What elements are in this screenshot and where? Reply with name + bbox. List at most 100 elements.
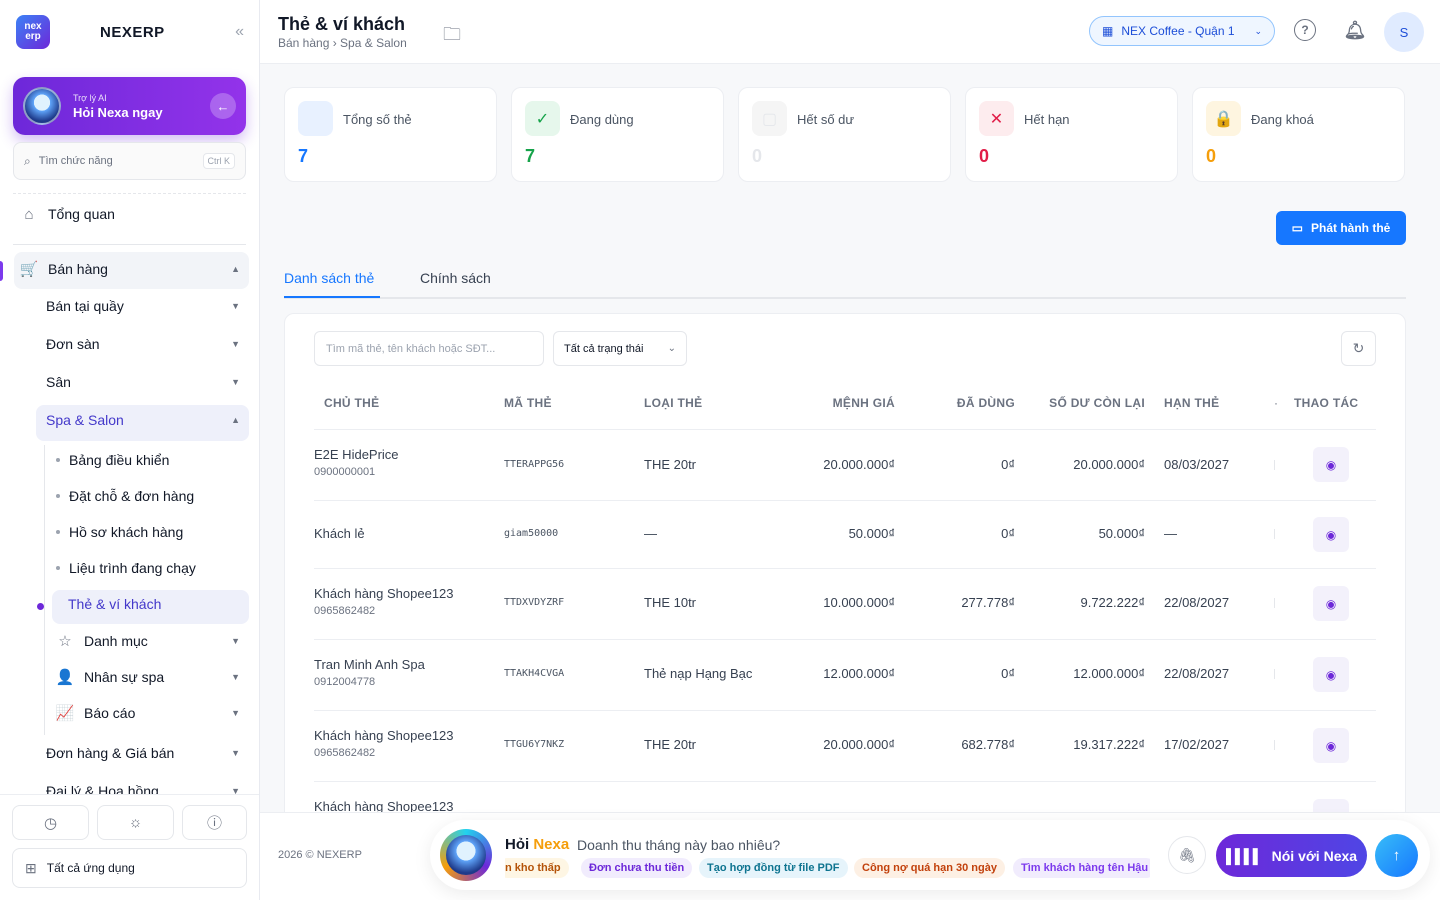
function-search-input[interactable]: ⌕ Tìm chức năng Ctrl K	[13, 142, 246, 180]
help-icon[interactable]: ?	[1294, 19, 1316, 41]
suggestion-chip[interactable]: Tạo hợp đồng từ file PDF	[699, 858, 848, 878]
view-button[interactable]: ◉	[1313, 586, 1349, 621]
stat-card-total: Tổng số thẻ 7	[284, 87, 497, 182]
card-search-input[interactable]: Tìm mã thẻ, tên khách hoặc SĐT...	[314, 331, 544, 366]
column-header-used[interactable]: ĐÃ DÙNG	[956, 396, 1015, 410]
column-header-value[interactable]: MỆNH GIÁ	[832, 396, 895, 410]
sidebar-item-lieu-trinh[interactable]: Liệu trình đang chạy	[56, 560, 196, 576]
avatar[interactable]: S	[1384, 12, 1424, 52]
stat-card-no-balance: ▢ Hết số dư 0	[738, 87, 951, 182]
column-header-type[interactable]: LOẠI THẺ	[644, 396, 703, 410]
card-value: 10.000.000₫	[823, 595, 895, 610]
suggestion-chip[interactable]: Tìm khách hàng tên Hậu	[1013, 858, 1150, 878]
column-header-code[interactable]: MÃ THẺ	[504, 396, 552, 410]
sidebar-item-label: Spa & Salon	[46, 412, 124, 428]
sidebar-item-the-vi-khach[interactable]: Thẻ & ví khách	[68, 596, 161, 612]
sidebar-item-ban-tai-quay[interactable]: Bán tại quầy ▼	[46, 298, 250, 314]
card-code: TTGU6Y7NKZ	[504, 739, 565, 750]
sidebar-item-label: Hồ sơ khách hàng	[69, 524, 184, 540]
stat-label: Tổng số thẻ	[343, 112, 412, 127]
chevron-down-icon: ▼	[231, 339, 240, 349]
card-code: TTERAPPG56	[504, 459, 565, 470]
tab-card-list[interactable]: Danh sách thẻ	[284, 270, 375, 286]
stat-card-locked: 🔒 Đang khoá 0	[1192, 87, 1405, 182]
sidebar-item-nhan-su-spa[interactable]: 👤 Nhân sự spa ▼	[56, 668, 250, 686]
bullet-icon	[56, 458, 60, 462]
refresh-button[interactable]: ↻	[1341, 331, 1376, 366]
clock-icon: ◷	[43, 814, 58, 832]
sidebar-item-label: Nhân sự spa	[84, 669, 165, 685]
arrow-left-icon[interactable]: ←	[210, 93, 236, 119]
theme-button[interactable]: ☼	[97, 805, 174, 840]
store-selector[interactable]: ▦ NEX Coffee - Quận 1 ⌄	[1089, 16, 1275, 46]
nexerp-logo[interactable]: nex erp	[16, 15, 50, 49]
talk-label: Nói với Nexa	[1271, 847, 1358, 864]
sidebar-item-ho-so-khach-hang[interactable]: Hồ sơ khách hàng	[56, 524, 183, 540]
tab-policy[interactable]: Chính sách	[420, 270, 491, 286]
sun-icon: ☼	[128, 814, 143, 831]
chevron-down-icon: ▼	[231, 748, 240, 758]
sidebar-item-ban-hang[interactable]: 🛒 Bán hàng ▲	[20, 260, 250, 278]
card-search-placeholder: Tìm mã thẻ, tên khách hoặc SĐT...	[326, 342, 496, 355]
apps-grid-icon: ⊞	[25, 859, 37, 876]
card-used: 682.778₫	[961, 737, 1015, 752]
chart-line-icon: 📈	[55, 705, 75, 722]
sidebar-item-bang-dieu-khien[interactable]: Bảng điều khiển	[56, 452, 169, 468]
bell-icon[interactable]: 🔔︎	[1343, 19, 1367, 40]
owner-phone: 0965862482	[314, 747, 376, 759]
ask-nexa-card[interactable]: Trợ lý AI Hỏi Nexa ngay ←	[13, 77, 246, 135]
all-apps-button[interactable]: ⊞ Tất cả ứng dụng	[12, 848, 247, 888]
suggestion-chip[interactable]: n kho thấp	[505, 858, 569, 878]
card-expiry: 22/08/2027	[1164, 595, 1230, 610]
column-header-owner[interactable]: CHỦ THẺ	[324, 396, 380, 410]
x-circle-icon: ✕	[979, 101, 1014, 136]
suggestion-chips: n kho thấp Đơn chưa thu tiền Tạo hợp đồn…	[505, 858, 1150, 880]
view-button[interactable]: ◉	[1313, 728, 1349, 763]
suggestion-chip[interactable]: Công nợ quá hạn 30 ngày	[854, 858, 1005, 878]
sidebar-item-san[interactable]: Sân ▼	[46, 374, 250, 390]
chevron-down-icon: ⌄	[1254, 25, 1262, 36]
chevron-down-icon: ▼	[231, 708, 240, 718]
chat-prompt-input[interactable]: Doanh thu tháng này bao nhiêu?	[577, 837, 781, 853]
send-button[interactable]: ↑	[1375, 834, 1418, 877]
suggestion-chip[interactable]: Đơn chưa thu tiền	[581, 858, 693, 878]
sidebar-item-don-san[interactable]: Đơn sàn ▼	[46, 336, 250, 352]
sidebar-item-spa-salon[interactable]: Spa & Salon ▲	[46, 412, 250, 428]
sidebar-item-label: Đơn sàn	[46, 336, 100, 352]
sidebar-item-bao-cao[interactable]: 📈 Báo cáo ▼	[56, 704, 250, 722]
collapse-sidebar-icon[interactable]: «	[235, 23, 244, 40]
active-leaf-highlight	[52, 590, 249, 624]
row-owner: Tran Minh Anh Spa 0912004778	[314, 657, 425, 688]
view-button[interactable]: ◉	[1313, 657, 1349, 692]
sidebar: nex erp NEXERP « Trợ lý AI Hỏi Nexa ngay…	[0, 0, 260, 900]
row-divider	[314, 781, 1376, 782]
issue-card-button[interactable]: ▭ Phát hành thẻ	[1276, 211, 1406, 245]
sidebar-item-dat-cho[interactable]: Đặt chỗ & đơn hàng	[56, 488, 194, 504]
attach-button[interactable]: 🖇	[1168, 836, 1206, 874]
folder-icon[interactable]: 🗀	[443, 24, 461, 44]
view-button[interactable]: ◉	[1313, 447, 1349, 482]
alert-button[interactable]: ⓘ	[182, 805, 247, 840]
sidebar-item-don-hang-gia-ban[interactable]: Đơn hàng & Giá bán ▼	[46, 745, 250, 761]
sidebar-item-label: Sân	[46, 374, 71, 390]
card-value: 20.000.000₫	[823, 737, 895, 752]
sidebar-item-label: Liệu trình đang chạy	[69, 560, 196, 576]
active-indicator	[0, 261, 3, 281]
row-owner: Khách hàng Shopee123 0965862482	[314, 728, 454, 759]
sidebar-item-dai-ly[interactable]: Đại lý & Hoa hồng ▼	[46, 783, 250, 794]
sidebar-item-label: Bán hàng	[48, 261, 108, 277]
status-filter-select[interactable]: Tất cả trạng thái ⌄	[553, 331, 687, 366]
ai-card-caption: Trợ lý AI	[73, 92, 107, 103]
sidebar-item-overview[interactable]: ⌂ Tổng quan	[20, 205, 115, 223]
column-header-expiry[interactable]: HẠN THẺ	[1164, 396, 1220, 410]
view-button[interactable]: ◉	[1313, 517, 1349, 552]
sidebar-item-danh-muc[interactable]: ☆ Danh mục ▼	[56, 632, 250, 650]
sidebar-item-label: Tổng quan	[48, 206, 115, 222]
sidebar-item-label: Đơn hàng & Giá bán	[46, 745, 175, 761]
column-header-balance[interactable]: SỐ DƯ CÒN LẠI	[1049, 396, 1145, 410]
spa-salon-highlight	[36, 405, 249, 441]
shortcut-badge: Ctrl K	[202, 153, 235, 169]
history-button[interactable]: ◷	[12, 805, 89, 840]
status-filter-value: Tất cả trạng thái	[564, 342, 644, 355]
talk-to-nexa-button[interactable]: ▌▌▌▌ Nói với Nexa	[1216, 834, 1367, 877]
